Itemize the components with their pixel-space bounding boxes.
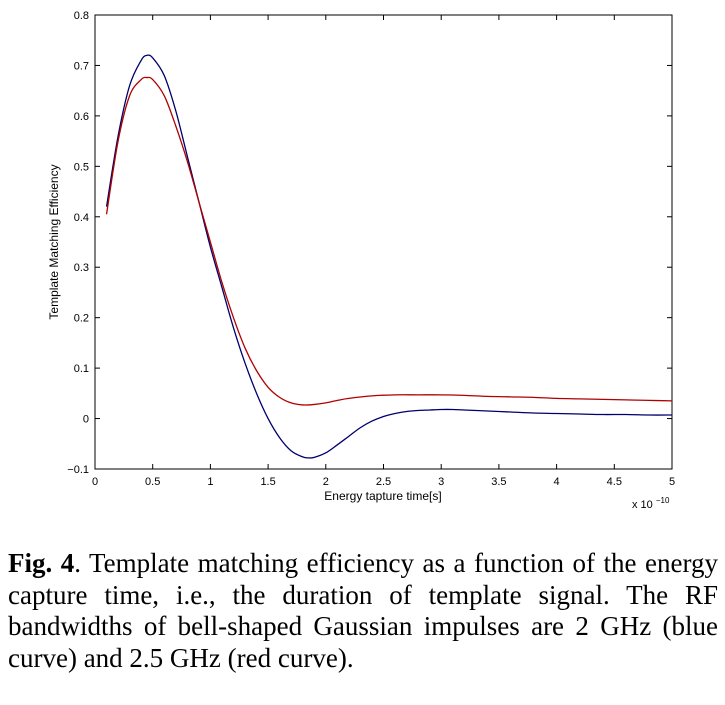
x-tick-label: 2 <box>323 476 329 488</box>
y-tick-label: 0.8 <box>74 10 89 22</box>
y-tick-label: 0.1 <box>74 363 89 375</box>
x-tick-label: 3.5 <box>491 476 506 488</box>
x-tick-label: 4.5 <box>607 476 622 488</box>
caption-text: . Template matching efficiency as a func… <box>8 548 718 673</box>
caption-label: Fig. 4 <box>8 548 75 578</box>
series-line-2 <box>105 76 673 406</box>
series-line-1 <box>105 54 673 459</box>
series-lines <box>105 54 673 459</box>
chart-figure: 0 0.5 1 1.5 2 2.5 3 3.5 4 4.5 5 −0.1 0 0.1 0.2 0.3 0.4 0.… <box>47 10 675 511</box>
x-tick-label: 1.5 <box>260 476 275 488</box>
x-tick-label: 3 <box>438 476 444 488</box>
x-tick-label: 0 <box>92 476 98 488</box>
line-chart: 0 0.5 1 1.5 2 2.5 3 3.5 4 4.5 5−0.100.10.20.30.40.… <box>47 10 675 511</box>
y-tick-label: 0.5 <box>74 161 89 173</box>
x-multiplier-base: x 10 <box>632 499 653 511</box>
x-tick-label: 4 <box>554 476 560 488</box>
figure-caption: Fig. 4. Template matching efficiency as … <box>8 548 718 674</box>
y-tick-label: −0.1 <box>67 464 89 476</box>
y-tick-label: 0.6 <box>74 111 89 123</box>
x-tick-label: 1 <box>207 476 213 488</box>
y-tick-label: 0.7 <box>74 60 89 72</box>
y-tick-label: 0.4 <box>74 212 89 224</box>
axis-ticks: 0 0.5 1 1.5 2 2.5 3 3.5 4 4.5 5−0.100.10.20.30.40.… <box>67 10 675 488</box>
plot-frame <box>94 14 673 470</box>
x-tick-label: 2.5 <box>376 476 391 488</box>
x-tick-label: 5 <box>669 476 675 488</box>
x-multiplier: x 10 −10 <box>632 496 670 511</box>
y-axis-label: Template Matching Efficiency <box>47 164 61 319</box>
x-axis-label: Energy tapture time[s] <box>324 489 441 503</box>
x-tick-label: 0.5 <box>145 476 160 488</box>
x-multiplier-exponent: −10 <box>656 496 670 505</box>
y-tick-label: 0.2 <box>74 313 89 325</box>
y-tick-label: 0 <box>83 414 89 426</box>
y-tick-label: 0.3 <box>74 262 89 274</box>
